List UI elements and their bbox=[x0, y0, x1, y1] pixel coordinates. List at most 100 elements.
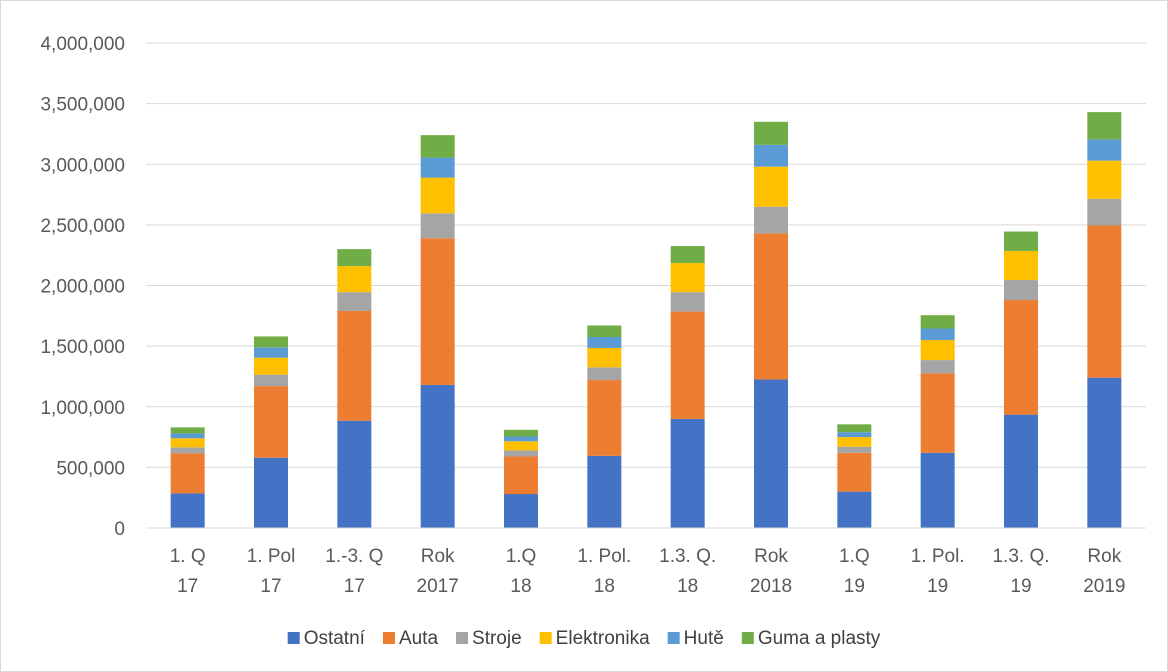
bar-segment bbox=[170, 447, 205, 454]
bar-segment bbox=[754, 379, 788, 528]
bar-segment bbox=[1004, 414, 1038, 528]
bar-segment bbox=[920, 328, 955, 341]
bar-segment bbox=[1087, 160, 1122, 199]
x-tick-label: 1.Q bbox=[506, 546, 537, 567]
y-tick-label: 1,000,000 bbox=[40, 398, 125, 419]
bar-segment bbox=[920, 360, 955, 374]
legend-swatch bbox=[287, 632, 300, 644]
y-tick-label: 4,000,000 bbox=[40, 34, 125, 55]
bar-segment bbox=[170, 453, 205, 494]
bar-segment bbox=[1004, 250, 1038, 281]
legend-item: Hutě bbox=[667, 628, 724, 649]
bar-segment bbox=[587, 367, 622, 381]
bar-segment bbox=[420, 177, 455, 214]
bar-segment bbox=[254, 457, 288, 528]
bar-segment bbox=[337, 292, 372, 311]
y-tick-label: 3,500,000 bbox=[40, 95, 125, 116]
x-tick-label: 19 bbox=[927, 576, 948, 597]
x-tick-label: 1.-3. Q bbox=[325, 546, 383, 567]
bar-segment bbox=[1087, 225, 1122, 378]
x-tick-label: 1. Pol bbox=[247, 546, 296, 567]
bar-segment bbox=[754, 166, 788, 207]
legend-label: Ostatní bbox=[304, 628, 366, 649]
bar-segment bbox=[1004, 280, 1038, 301]
bar-segment bbox=[1004, 300, 1038, 415]
y-tick-label: 3,000,000 bbox=[40, 155, 125, 176]
x-tick-label: 1. Q bbox=[170, 546, 206, 567]
x-tick-label: 1.Q bbox=[839, 546, 870, 567]
bar-segment bbox=[170, 427, 205, 434]
legend-swatch bbox=[741, 632, 754, 644]
bar-segment bbox=[670, 263, 705, 293]
bar-segment bbox=[420, 213, 455, 239]
bar-segment bbox=[837, 446, 872, 453]
bar-segment bbox=[837, 432, 872, 438]
bar-segment bbox=[920, 452, 955, 528]
bar-segment bbox=[504, 429, 538, 437]
bar-segment bbox=[1087, 139, 1122, 161]
bar-segment bbox=[1087, 112, 1122, 140]
bar-segment bbox=[837, 437, 872, 447]
x-tick-label: 1.3. Q. bbox=[992, 546, 1049, 567]
legend-label: Stroje bbox=[472, 628, 522, 649]
x-axis: 1. Q 17 1. Pol 17 1.-3. Q 17 Rok 2017 1.Q 18 1. Po… bbox=[146, 527, 1146, 597]
bar-segment bbox=[337, 420, 372, 528]
legend-swatch bbox=[539, 632, 552, 644]
bar-segment bbox=[504, 456, 538, 495]
bar-segment bbox=[1087, 198, 1122, 226]
y-tick-label: 1,500,000 bbox=[40, 337, 125, 358]
bar-segment bbox=[1087, 377, 1122, 528]
legend: Ostatní Auta Stroje Elektronika Hutě Guma a p… bbox=[287, 628, 881, 649]
x-tick-label: Rok bbox=[1087, 546, 1121, 567]
gridlines bbox=[146, 42, 1146, 529]
x-tick-label: Rok bbox=[754, 546, 788, 567]
bar-segment bbox=[587, 347, 622, 368]
bar-segment bbox=[504, 450, 538, 457]
legend-item: Stroje bbox=[456, 628, 522, 649]
bar-segment bbox=[504, 494, 538, 528]
y-axis: 0 500,000 1,000,000 1,500,000 2,000,000 2,500… bbox=[40, 34, 125, 540]
bar-segment bbox=[670, 246, 705, 264]
bar-segment bbox=[504, 436, 538, 442]
bar-segment bbox=[420, 384, 455, 528]
x-tick-label: 17 bbox=[344, 576, 365, 597]
bar-segment bbox=[837, 491, 872, 528]
legend-label: Guma a plasty bbox=[758, 628, 881, 649]
legend-item: Guma a plasty bbox=[741, 628, 881, 649]
bar-segment bbox=[670, 418, 705, 528]
legend-item: Auta bbox=[382, 628, 438, 649]
legend-swatch bbox=[456, 632, 469, 644]
x-tick-label: 17 bbox=[177, 576, 198, 597]
bars bbox=[170, 112, 1122, 528]
bar-segment bbox=[254, 357, 288, 375]
bar-segment bbox=[254, 374, 288, 387]
bar-segment bbox=[170, 438, 205, 448]
bar-segment bbox=[1004, 231, 1038, 251]
bar-segment bbox=[837, 452, 872, 492]
legend-item: Ostatní bbox=[287, 628, 366, 649]
y-tick-label: 0 bbox=[114, 519, 125, 540]
y-tick-label: 2,500,000 bbox=[40, 216, 125, 237]
bar-segment bbox=[587, 325, 622, 338]
x-tick-label: 2019 bbox=[1083, 576, 1125, 597]
bar-segment bbox=[920, 373, 955, 453]
x-tick-label: 2018 bbox=[750, 576, 792, 597]
bar-segment bbox=[170, 433, 205, 439]
bar-segment bbox=[420, 157, 455, 178]
x-tick-label: 19 bbox=[1010, 576, 1031, 597]
bar-segment bbox=[754, 233, 788, 380]
bar-segment bbox=[504, 441, 538, 451]
bar-segment bbox=[254, 386, 288, 458]
bar-segment bbox=[337, 249, 372, 267]
legend-label: Hutě bbox=[684, 628, 724, 649]
x-tick-label: Rok bbox=[421, 546, 455, 567]
bar-segment bbox=[754, 144, 788, 167]
x-tick-label: 1. Pol. bbox=[577, 546, 631, 567]
legend-swatch bbox=[667, 632, 680, 644]
x-tick-label: 18 bbox=[677, 576, 698, 597]
x-tick-label: 19 bbox=[844, 576, 865, 597]
y-tick-label: 2,000,000 bbox=[40, 277, 125, 298]
x-tick-label: 1. Pol. bbox=[911, 546, 965, 567]
